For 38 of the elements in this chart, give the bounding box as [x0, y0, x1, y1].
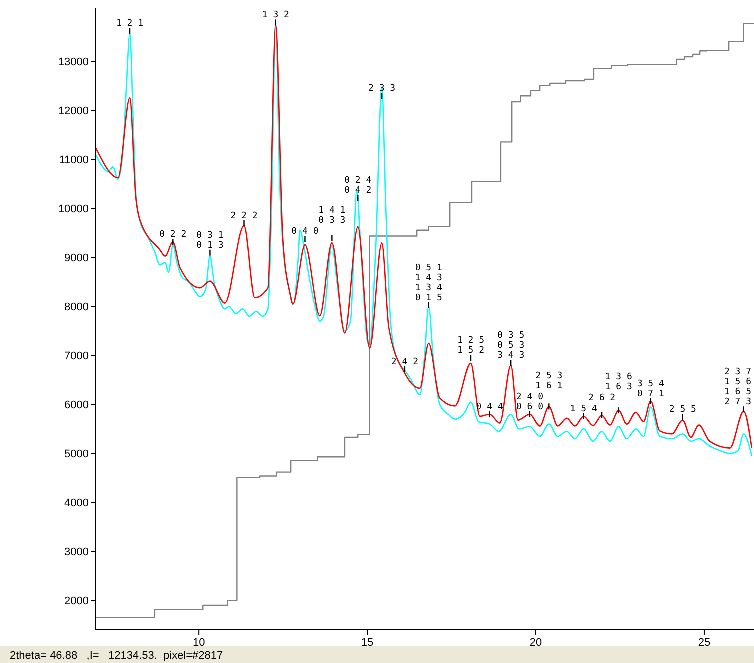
annotation: 1 4 1 0 3 3: [318, 206, 346, 226]
x-tick-label: 15: [361, 637, 374, 649]
annotation: 2 3 3: [368, 84, 396, 94]
annotation: 0 2 2: [160, 230, 187, 240]
annotation: 1 2 1: [116, 19, 144, 30]
y-tick-label: 4000: [64, 498, 89, 510]
y-tick-label: 12000: [58, 106, 89, 118]
annotation: 0 5 1 1 4 3 1 3 4 0 1 5: [415, 263, 442, 304]
annotation: 0 4 0: [292, 227, 319, 238]
annotation: 0 3 5 0 5 3 3 4 3: [498, 331, 525, 362]
y-tick-label: 10000: [58, 204, 89, 216]
annotation: 2 6 2: [588, 393, 616, 404]
annotation: 2 5 3 1 6 1: [536, 372, 563, 392]
text: 2theta= 46.88 ,I= 12134.53. pixel=#2817: [10, 650, 224, 662]
y-tick-label: 8000: [64, 302, 89, 314]
annotation: 0 3 1 0 1 3: [196, 230, 224, 251]
annotation: 2 5 5: [669, 404, 696, 415]
annotation: 2 3 7 1 5 6 1 6 5 2 7 3: [724, 368, 752, 408]
y-tick-label: 2000: [64, 595, 89, 608]
y-tick-label: 6000: [64, 400, 89, 412]
y-tick-label: 13000: [58, 56, 89, 69]
annotation: 1 3 2: [262, 10, 290, 21]
annotation: 1 5 4: [570, 404, 598, 414]
x-tick-label: 20: [530, 637, 542, 649]
x-tick-label: 25: [698, 637, 711, 649]
y-tick-label: 9000: [64, 252, 89, 265]
annotation: 3 5 4 0 7 1: [637, 379, 664, 400]
y-tick-label: 7000: [64, 350, 89, 363]
annotation: 2 2 2: [230, 211, 258, 222]
annotation: 1 2 5 1 5 2: [457, 336, 485, 356]
annotation: 2 4 0 0 6 0: [516, 392, 544, 413]
annotation: 2 4 2: [391, 357, 418, 368]
y-tick-label: 5000: [64, 448, 89, 461]
x-tick-label: 10: [192, 637, 206, 649]
annotation: 0 2 4 0 4 2: [344, 176, 372, 196]
annotation: 1 3 6 1 6 3: [605, 372, 632, 392]
y-tick-label: 3000: [64, 546, 89, 558]
y-tick-label: 11000: [59, 154, 89, 167]
